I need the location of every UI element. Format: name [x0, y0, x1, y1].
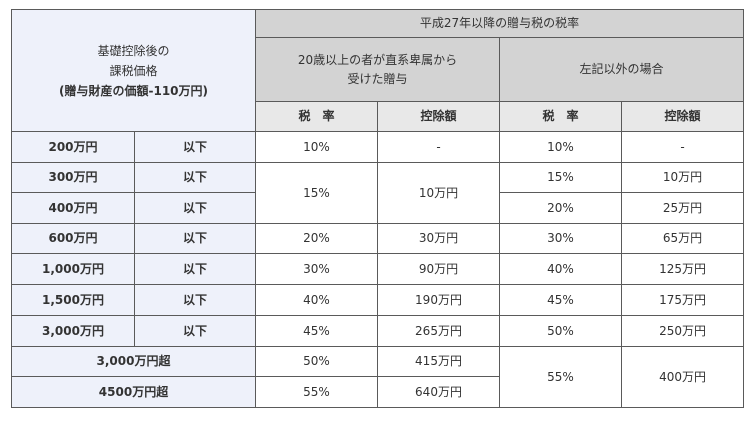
limit-label: 以下 [134, 223, 256, 254]
taxable-amount-header-note: (贈与財産の価額-110万円) [59, 83, 208, 98]
taxable-amount: 300万円 [11, 162, 135, 193]
general-deduction: 400万円 [620, 346, 745, 408]
general-deduction: 65万円 [620, 223, 745, 254]
taxable-amount: 1,500万円 [11, 284, 135, 316]
special-deduction-header: 控除額 [377, 101, 500, 132]
taxable-amount: 600万円 [11, 223, 135, 254]
table-row: 1,000万円 以下 30% 90万円 40% 125万円 [11, 253, 745, 285]
general-deduction: 250万円 [620, 315, 745, 347]
special-gift-header: 20歳以上の者が直系卑属から 受けた贈与 [255, 37, 500, 102]
special-deduction: 265万円 [377, 315, 500, 347]
taxable-amount: 200万円 [11, 131, 135, 163]
taxable-amount-header-line2: 課税価格 [109, 63, 158, 78]
table-row: 200万円 以下 10% - 10% - [11, 131, 745, 163]
table-row: 400万円 以下 20% 25万円 [11, 192, 745, 224]
table-title: 平成27年以降の贈与税の税率 [254, 9, 745, 38]
general-deduction: 175万円 [620, 284, 745, 316]
special-gift-header-line2: 受けた贈与 [347, 71, 408, 86]
limit-label: 以下 [134, 131, 256, 163]
limit-label: 以下 [134, 253, 256, 285]
table-row: 3,000万円超 50% 415万円 55% 400万円 [11, 346, 745, 408]
special-rate: 40% [255, 284, 378, 316]
general-rate: 30% [499, 223, 622, 254]
table-row: 300万円 以下 15% 10万円 15% 10万円 [11, 162, 745, 224]
taxable-amount: 1,000万円 [11, 253, 135, 285]
general-rate: 55% [499, 346, 622, 408]
special-deduction: 90万円 [377, 253, 500, 285]
special-rate: 10% [255, 131, 378, 163]
general-rate: 10% [499, 131, 622, 163]
gift-tax-rate-table: 基礎控除後の 課税価格 (贈与財産の価額-110万円) 平成27年以降の贈与税の… [11, 9, 745, 408]
table-row: 600万円 以下 20% 30万円 30% 65万円 [11, 223, 745, 254]
special-deduction: - [377, 131, 500, 163]
general-deduction: 25万円 [620, 192, 745, 224]
special-deduction: 640万円 [377, 376, 500, 408]
taxable-amount-header: 基礎控除後の 課税価格 (贈与財産の価額-110万円) [11, 9, 256, 132]
limit-label: 以下 [134, 192, 256, 224]
general-rate: 15% [499, 162, 622, 193]
taxable-amount: 3,000万円 [11, 315, 135, 347]
special-rate: 50% [255, 346, 378, 377]
table-row: 1,500万円 以下 40% 190万円 45% 175万円 [11, 284, 745, 316]
special-rate: 55% [255, 376, 378, 408]
special-rate-header: 税 率 [255, 101, 378, 132]
special-deduction: 415万円 [377, 346, 500, 377]
taxable-amount: 3,000万円超 [11, 346, 256, 377]
general-rate-header: 税 率 [499, 101, 622, 132]
taxable-amount: 4500万円超 [11, 376, 256, 408]
general-deduction: - [620, 131, 745, 163]
general-rate: 45% [499, 284, 622, 316]
special-rate: 20% [255, 223, 378, 254]
limit-label: 以下 [134, 315, 256, 347]
table-row: 4500万円超 55% 640万円 [11, 376, 744, 408]
special-rate: 15% [255, 162, 378, 224]
special-gift-header-line1: 20歳以上の者が直系卑属から [297, 52, 458, 67]
general-deduction: 125万円 [620, 253, 745, 285]
general-rate: 50% [499, 315, 622, 347]
general-gift-header: 左記以外の場合 [498, 37, 745, 102]
table-row: 3,000万円 以下 45% 265万円 50% 250万円 [11, 315, 745, 347]
taxable-amount: 400万円 [11, 192, 135, 224]
limit-label: 以下 [134, 284, 256, 316]
special-deduction: 30万円 [377, 223, 500, 254]
taxable-amount-header-line1: 基礎控除後の [97, 43, 170, 58]
general-rate: 20% [499, 192, 622, 224]
general-deduction-header: 控除額 [620, 101, 745, 132]
special-deduction: 10万円 [377, 162, 500, 224]
special-deduction: 190万円 [377, 284, 500, 316]
limit-label: 以下 [134, 162, 256, 193]
special-rate: 30% [255, 253, 378, 285]
general-rate: 40% [499, 253, 622, 285]
general-deduction: 10万円 [620, 162, 745, 193]
special-rate: 45% [255, 315, 378, 347]
